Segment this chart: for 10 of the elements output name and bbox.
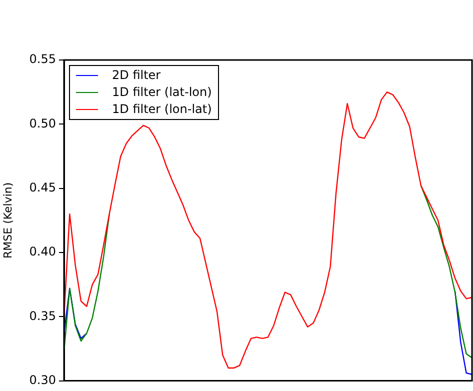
- y-tick-label: 0.30: [29, 372, 56, 387]
- y-axis-title: RMSE (Kelvin): [1, 182, 14, 258]
- y-tick-label: 0.55: [29, 52, 56, 66]
- y-tick-label: 0.35: [29, 308, 56, 323]
- y-tick-label: 0.50: [29, 116, 56, 130]
- legend-label: 1D filter (lon-lat): [112, 101, 212, 118]
- y-tick-label: 0.45: [29, 180, 56, 194]
- legend-label: 1D filter (lat-lon): [112, 84, 212, 101]
- y-tick-label: 0.40: [29, 244, 56, 259]
- legend-label: 2D filter: [112, 67, 161, 84]
